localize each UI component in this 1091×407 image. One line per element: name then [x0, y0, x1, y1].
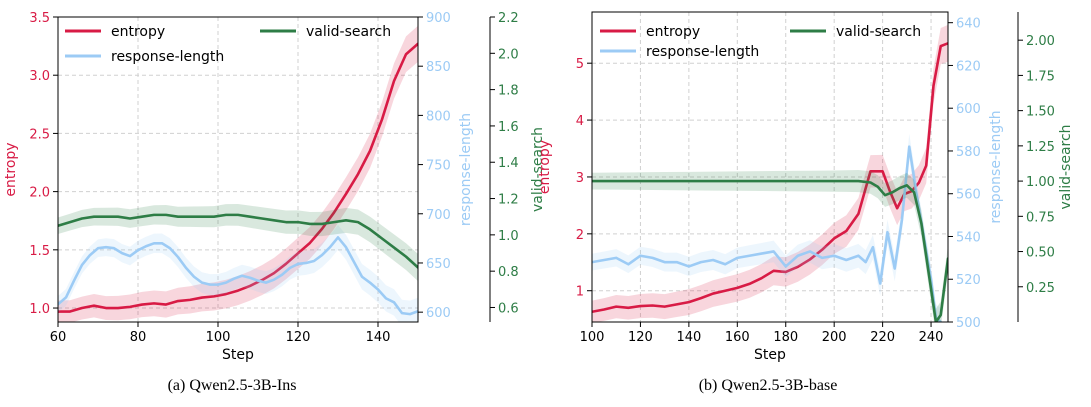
entropy-tick-label: 1 — [576, 285, 584, 300]
entropy-tick-label: 1.5 — [29, 244, 50, 259]
response-length-tick-label: 600 — [426, 306, 451, 321]
valid-search-axis: 0.6 0.8 1.0 1.2 1.4 1.6 1.8 2.0 2.2 valid-search — [489, 11, 546, 322]
plot-frame — [57, 16, 419, 323]
entropy-tick-label: 2 — [576, 228, 584, 243]
legend: entropy response-length valid-search — [65, 24, 391, 65]
legend-label-response-length: response-length — [646, 44, 759, 60]
response-length-tick-label: 800 — [426, 109, 451, 124]
x-tick-label: 240 — [919, 330, 944, 345]
x-tick-label: 160 — [725, 330, 750, 345]
plot-frame — [591, 11, 949, 323]
valid-search-tick-label: 0.25 — [1026, 281, 1055, 296]
plot-area — [592, 24, 948, 322]
x-tick-label: 180 — [773, 330, 798, 345]
caption-panel-a: (a) Qwen2.5-3B-Ins — [168, 377, 297, 394]
valid-search-tick-label: 0.75 — [1026, 210, 1055, 225]
x-axis-label: Step — [754, 347, 786, 363]
valid-search-tick-label: 2.00 — [1026, 34, 1055, 49]
entropy-tick-label: 3.5 — [29, 11, 50, 26]
x-tick-label: 120 — [286, 330, 311, 345]
valid-search-tick-label: 1.25 — [1026, 140, 1055, 155]
legend-label-entropy: entropy — [111, 24, 165, 40]
response-length-axis-label: response-length — [988, 110, 1004, 223]
response-length-tick-label: 560 — [956, 188, 981, 203]
valid-search-line — [58, 213, 418, 269]
response-length-tick-label: 750 — [426, 159, 451, 174]
response-length-tick-label: 900 — [426, 11, 451, 26]
valid-search-tick-label: 1.50 — [1026, 105, 1055, 120]
panel-b-qwen-base: 100 120 140 160 180 200 220 240 Step 1 2 3 4 5 entropy… — [537, 11, 1074, 363]
entropy-line — [58, 42, 418, 313]
valid-search-tick-label: 1.6 — [498, 120, 519, 135]
valid-search-tick-label: 1.0 — [498, 229, 519, 244]
x-tick-label: 100 — [580, 330, 605, 345]
entropy-tick-label: 2.5 — [29, 127, 50, 142]
x-tick-label: 140 — [676, 330, 701, 345]
x-tick-label: 60 — [50, 330, 67, 345]
caption-panel-b: (b) Qwen2.5-3B-base — [699, 377, 838, 394]
valid-search-tick-label: 2.2 — [498, 11, 519, 26]
response-length-tick-label: 600 — [956, 102, 981, 117]
legend-label-entropy: entropy — [646, 24, 700, 40]
valid-search-axis: 0.25 0.50 0.75 1.00 1.25 1.50 1.75 2.00 valid-se… — [1017, 12, 1074, 322]
valid-search-band — [592, 170, 948, 322]
x-axis: 60 80 100 120 140 Step — [50, 322, 391, 363]
valid-search-axis-label: valid-search — [1058, 124, 1074, 209]
response-length-tick-label: 700 — [426, 208, 451, 223]
valid-search-tick-label: 2.0 — [498, 47, 519, 62]
plot-area — [58, 25, 418, 322]
response-length-tick-label: 850 — [426, 60, 451, 75]
x-tick-label: 220 — [870, 330, 895, 345]
valid-search-tick-label: 0.50 — [1026, 246, 1055, 261]
response-length-tick-label: 520 — [956, 273, 981, 288]
x-tick-label: 140 — [366, 330, 391, 345]
x-tick-label: 120 — [628, 330, 653, 345]
x-tick-label: 100 — [206, 330, 231, 345]
valid-search-tick-label: 1.8 — [498, 84, 519, 99]
x-tick-label: 200 — [822, 330, 847, 345]
panel-a-qwen-ins: 60 80 100 120 140 Step 1.0 1.5 2.0 2.5 3.0 3.5 entro… — [3, 11, 546, 363]
entropy-tick-label: 2.0 — [29, 186, 50, 201]
entropy-tick-label: 3.0 — [29, 69, 50, 84]
valid-search-line — [592, 179, 948, 322]
valid-search-tick-label: 0.8 — [498, 265, 519, 280]
response-length-tick-label: 650 — [426, 257, 451, 272]
entropy-line — [592, 41, 948, 314]
x-axis: 100 120 140 160 180 200 220 240 Step — [580, 322, 944, 363]
entropy-tick-label: 1.0 — [29, 302, 50, 317]
entropy-tick-label: 5 — [576, 57, 584, 72]
valid-search-tick-label: 1.75 — [1026, 69, 1055, 84]
response-length-axis: 600 650 700 750 800 850 900 response-length — [418, 11, 474, 321]
valid-search-tick-label: 0.6 — [498, 301, 519, 316]
x-tick-label: 80 — [130, 330, 147, 345]
response-length-tick-label: 620 — [956, 59, 981, 74]
valid-search-tick-label: 1.4 — [498, 156, 519, 171]
entropy-axis: 1 2 3 4 5 entropy — [537, 57, 592, 300]
response-length-tick-label: 500 — [956, 316, 981, 331]
x-axis-label: Step — [222, 347, 254, 363]
legend: entropy response-length valid-search — [600, 24, 921, 60]
response-length-line — [58, 236, 418, 316]
valid-search-axis-label: valid-search — [530, 127, 546, 212]
legend-label-valid-search: valid-search — [836, 24, 921, 40]
legend-label-valid-search: valid-search — [306, 24, 391, 40]
response-length-tick-label: 640 — [956, 17, 981, 32]
legend-label-response-length: response-length — [111, 49, 224, 65]
entropy-tick-label: 4 — [576, 114, 584, 129]
entropy-tick-label: 3 — [576, 171, 584, 186]
entropy-axis-label: entropy — [537, 140, 553, 194]
response-length-tick-label: 540 — [956, 230, 981, 245]
response-length-axis-label: response-length — [458, 113, 474, 226]
entropy-axis-label: entropy — [3, 142, 19, 196]
response-length-tick-label: 580 — [956, 145, 981, 160]
valid-search-tick-label: 1.2 — [498, 193, 519, 208]
response-length-line — [592, 145, 943, 322]
entropy-band — [592, 24, 948, 322]
entropy-axis: 1.0 1.5 2.0 2.5 3.0 3.5 entropy — [3, 11, 58, 317]
valid-search-tick-label: 1.00 — [1026, 175, 1055, 190]
response-length-axis: 500 520 540 560 580 600 620 640 response-length — [948, 17, 1004, 331]
